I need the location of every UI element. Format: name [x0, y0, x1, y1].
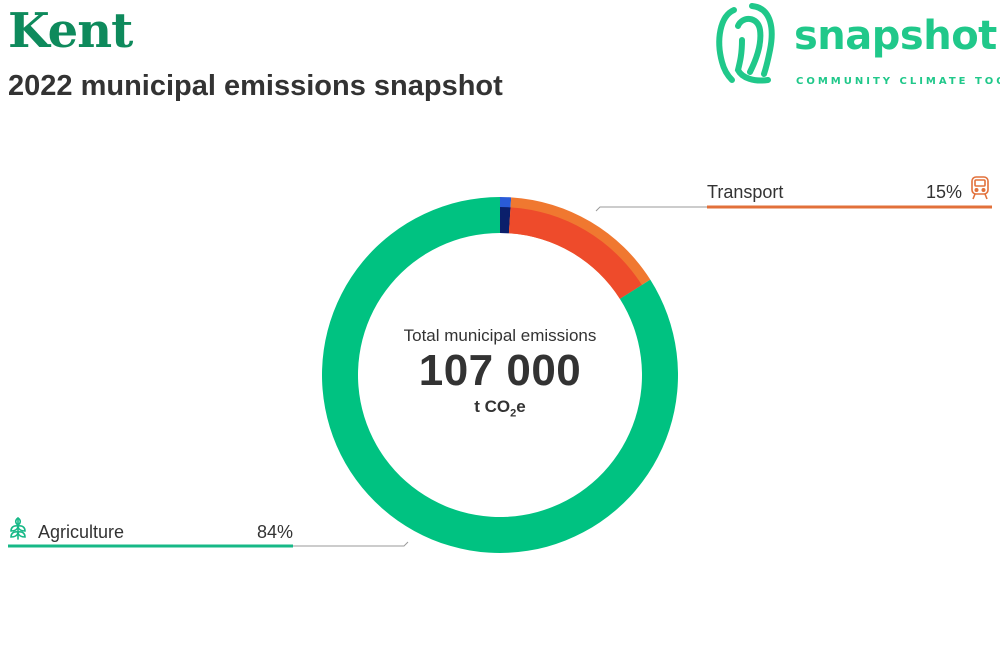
page-title: Kent: [8, 3, 133, 59]
label-agriculture[interactable]: Agriculture 84%: [8, 517, 293, 550]
donut-center: Total municipal emissions 107 000 t CO2e: [380, 326, 620, 419]
logo-wordmark: snapshot: [794, 13, 997, 59]
total-unit: t CO2e: [474, 396, 526, 419]
logo-tagline: COMMUNITY CLIMATE TOOL: [796, 76, 1000, 87]
label-transport-percent: 15%: [925, 182, 962, 202]
donut-subslice-segment-0[interactable]: [500, 207, 511, 234]
label-transport[interactable]: Transport 15%: [707, 176, 992, 210]
donut-subslice-transport[interactable]: [508, 207, 642, 299]
label-agriculture-name: Agriculture: [38, 522, 125, 542]
page-subtitle: 2022 municipal emissions snapshot: [8, 70, 503, 102]
label-transport-name: Transport: [707, 182, 784, 202]
wheat-icon: [10, 517, 26, 540]
fingerprint-icon: [716, 3, 775, 84]
leader-line-agriculture: [293, 541, 409, 547]
leader-line-transport: [595, 206, 707, 212]
snapshot-logo[interactable]: snapshot COMMUNITY CLIMATE TOOL: [712, 0, 1000, 92]
total-value: 107 000: [418, 346, 582, 395]
total-label: Total municipal emissions: [403, 326, 597, 345]
train-icon: [971, 176, 989, 200]
label-agriculture-percent: 84%: [256, 522, 293, 542]
